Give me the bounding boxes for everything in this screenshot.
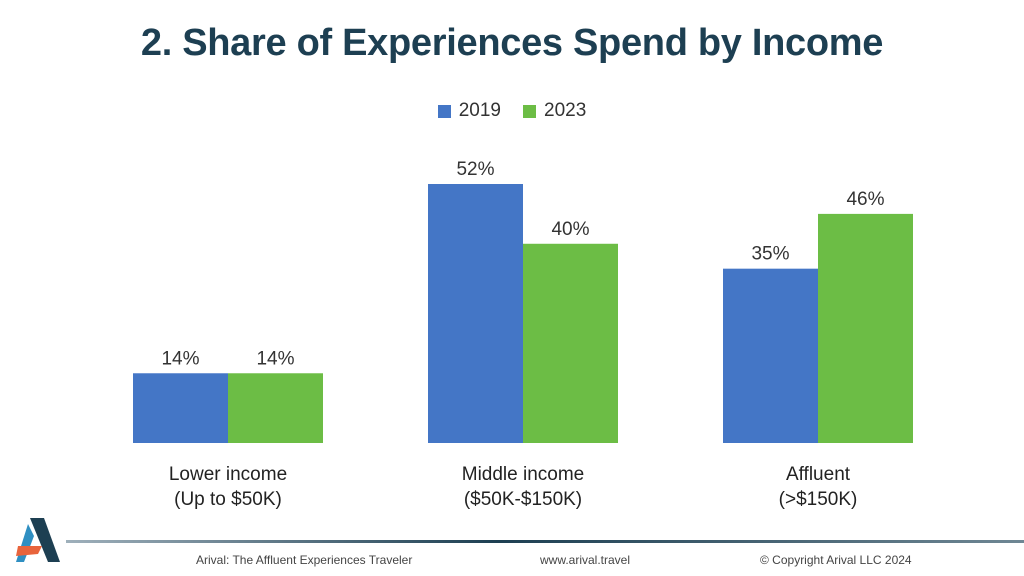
bar-2023-1 — [523, 243, 618, 443]
data-label-2023-0: 14% — [256, 348, 294, 369]
legend-item-2019: 2019 — [437, 100, 501, 122]
footer-website-link[interactable]: www.arival.travel — [540, 553, 631, 567]
footer-divider — [66, 540, 1024, 543]
bar-2019-1 — [428, 184, 523, 443]
chart-title: 2. Share of Experiences Spend by Income — [140, 22, 884, 64]
bar-2023-2 — [818, 213, 913, 443]
data-label-2019-0: 14% — [161, 348, 199, 369]
category-label-middle-income: Middle income ($50K-$150K) — [403, 462, 643, 512]
legend-label-2023: 2023 — [544, 100, 587, 121]
category-name: Affluent — [785, 464, 851, 485]
data-label-2019-2: 35% — [751, 244, 789, 265]
category-range: (Up to $50K) — [174, 489, 282, 510]
category-name: Middle income — [461, 464, 585, 485]
arival-logo-icon — [16, 518, 60, 562]
legend-swatch-2019 — [437, 104, 451, 118]
data-label-2023-2: 46% — [846, 189, 884, 210]
category-range: ($50K-$150K) — [463, 489, 583, 510]
legend-label-2019: 2019 — [458, 100, 501, 121]
legend-swatch-2023 — [523, 104, 536, 118]
bar-2023-0 — [228, 373, 323, 443]
legend-item-2023: 2023 — [523, 100, 586, 122]
category-label-affluent: Affluent (>$150K) — [698, 462, 938, 512]
footer-copyright: © Copyright Arival LLC 2024 — [760, 553, 912, 567]
category-name: Lower income — [168, 464, 288, 485]
category-range: (>$150K) — [778, 489, 858, 510]
footer-publication: Arival: The Affluent Experiences Travele… — [196, 553, 413, 567]
bar-2019-0 — [133, 373, 228, 443]
data-label-2019-1: 52% — [456, 159, 494, 180]
data-label-2023-1: 40% — [551, 219, 589, 240]
bar-2019-2 — [723, 268, 818, 443]
category-label-lower-income: Lower income (Up to $50K) — [108, 462, 348, 512]
legend: 2019 2023 — [0, 100, 1024, 122]
